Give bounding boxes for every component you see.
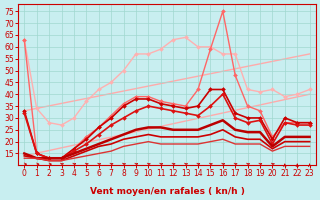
- X-axis label: Vent moyen/en rafales ( kn/h ): Vent moyen/en rafales ( kn/h ): [90, 187, 244, 196]
